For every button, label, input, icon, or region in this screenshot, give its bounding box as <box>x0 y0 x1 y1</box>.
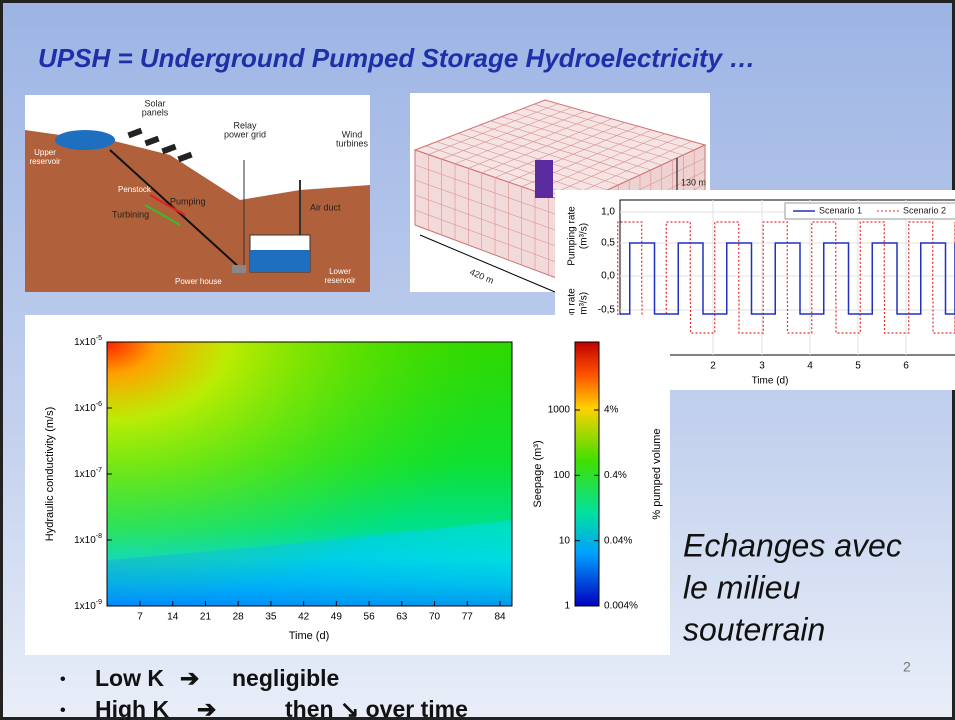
upsh-schematic: Solar panels Relay power grid Wind turbi… <box>25 95 370 292</box>
colorbar-tick-label: 10 <box>559 535 571 546</box>
x-tick-label: 28 <box>233 612 245 623</box>
side-text: souterrain <box>683 611 825 647</box>
x-tick-label: 70 <box>429 612 441 623</box>
x-tick-label: 4 <box>807 361 813 372</box>
x-tick-label: 35 <box>265 612 277 623</box>
lower-reservoir <box>250 250 310 272</box>
bullet-text: High K <box>95 696 169 720</box>
x-tick-label: 63 <box>396 612 408 623</box>
x-tick-label: 5 <box>855 361 861 372</box>
legend-label: Scenario 2 <box>903 205 946 215</box>
x-tick-label: 42 <box>298 612 310 623</box>
y-axis-label: Hydraulic conductivity (m/s) <box>44 407 56 541</box>
label: Power house <box>175 277 222 286</box>
y-axis-label: Pumping rate <box>567 206 578 266</box>
y-tick-label: 1,0 <box>601 207 615 218</box>
x-axis-label: Time (d) <box>289 630 330 642</box>
colorbar-tick-label: 0.04% <box>604 535 632 546</box>
label: Penstock <box>118 185 152 194</box>
tick-exponent: -6 <box>96 401 102 408</box>
x-tick-label: 14 <box>167 612 179 623</box>
label: Turbining <box>112 209 149 219</box>
bullet-text: Low K <box>95 665 164 691</box>
tick-exponent: -5 <box>96 335 102 342</box>
label: power grid <box>224 129 266 139</box>
page-number: 2 <box>903 659 911 675</box>
y-axis-label: (m³/s) <box>579 292 590 318</box>
x-tick-label: 3 <box>759 361 765 372</box>
colorbar <box>575 342 599 606</box>
side-text: le milieu <box>683 569 801 605</box>
dimension-label: 130 m <box>681 177 706 187</box>
slide: UPSH = Underground Pumped Storage Hydroe… <box>0 0 955 720</box>
y-tick-label: -0,5 <box>598 305 616 316</box>
colorbar-tick-label: 1 <box>564 601 570 612</box>
x-tick-label: 7 <box>137 612 143 623</box>
bullet: • <box>60 702 66 719</box>
x-tick-label: 21 <box>200 612 212 623</box>
tick-base: 1x10 <box>74 403 96 414</box>
bullet-text: then ↘ over time <box>285 696 468 720</box>
power-house <box>232 265 246 273</box>
bullet-arrow: ➔ <box>197 696 216 720</box>
tick-base: 1x10 <box>74 601 96 612</box>
label: turbines <box>336 138 369 148</box>
y-tick-label: 0,5 <box>601 238 615 249</box>
label: Air duct <box>310 202 341 212</box>
cavern-block <box>535 160 553 198</box>
label: reservoir <box>29 157 60 166</box>
tick-base: 1x10 <box>74 535 96 546</box>
colorbar-tick-label: 100 <box>553 470 570 481</box>
colorbar-tick-label: 0.004% <box>604 601 638 612</box>
label: reservoir <box>324 276 355 285</box>
tick-exponent: -9 <box>96 599 102 606</box>
colorbar-label: % pumped volume <box>651 428 663 519</box>
side-text: Echanges avec <box>683 527 902 563</box>
tick-exponent: -8 <box>96 533 102 540</box>
label: Pumping <box>170 196 206 206</box>
y-tick-label: 0,0 <box>601 271 615 282</box>
bullet: • <box>60 671 66 688</box>
legend-label: Scenario 1 <box>819 205 862 215</box>
heatmap-hot-zone <box>107 342 512 606</box>
colorbar-tick-label: 0.4% <box>604 470 627 481</box>
y-axis-label: (m³/s) <box>579 223 590 249</box>
x-axis-label: Time (d) <box>752 376 789 387</box>
x-tick-label: 77 <box>462 612 474 623</box>
label: Lower <box>329 267 351 276</box>
slide-title: UPSH = Underground Pumped Storage Hydroe… <box>38 43 755 73</box>
bullet-text: negligible <box>232 665 339 691</box>
x-tick-label: 56 <box>364 612 376 623</box>
x-tick-label: 49 <box>331 612 343 623</box>
label: panels <box>142 107 169 117</box>
colorbar-label: Seepage (m³) <box>532 440 544 507</box>
tick-base: 1x10 <box>74 337 96 348</box>
label: Upper <box>34 148 56 157</box>
bullet-arrow: ➔ <box>180 665 199 691</box>
colorbar-tick-label: 1000 <box>548 405 571 416</box>
tick-exponent: -7 <box>96 467 102 474</box>
upper-reservoir <box>55 130 115 150</box>
tick-base: 1x10 <box>74 469 96 480</box>
x-tick-label: 2 <box>710 361 716 372</box>
colorbar-tick-label: 4% <box>604 405 619 416</box>
x-tick-label: 6 <box>903 361 909 372</box>
x-tick-label: 84 <box>494 612 506 623</box>
